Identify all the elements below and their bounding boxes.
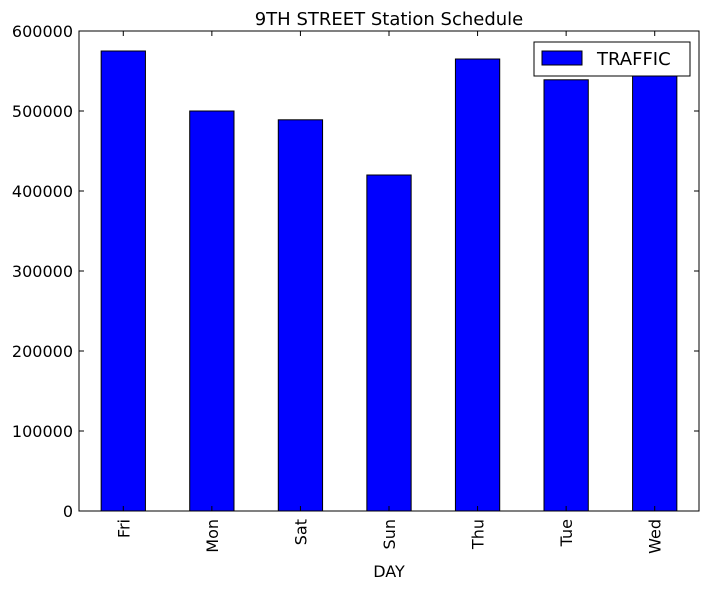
bar-wed: [632, 74, 678, 512]
legend-label: TRAFFIC: [596, 49, 671, 70]
y-tick-label: 500000: [12, 102, 73, 121]
bar-thu: [454, 58, 501, 512]
chart-title: 9TH STREET Station Schedule: [255, 9, 524, 30]
y-tick-label: 400000: [12, 182, 73, 201]
bar-sat: [277, 119, 324, 512]
legend: TRAFFIC: [533, 41, 691, 77]
x-tick-label: Thu: [469, 519, 488, 550]
legend-swatch: [541, 50, 583, 66]
plot-frame: [78, 30, 700, 512]
y-tick-label: 0: [63, 502, 73, 521]
bars-group: [100, 50, 678, 512]
y-tick-label: 300000: [12, 262, 73, 281]
x-tick-label: Mon: [203, 519, 222, 553]
bar-fri: [100, 50, 146, 512]
y-tick-label: 200000: [12, 342, 73, 361]
x-tick-label: Fri: [114, 519, 133, 538]
x-axis-ticks: Fri Mon Sat Sun Thu Tue Wed: [114, 31, 665, 554]
x-tick-label: Sun: [380, 519, 399, 549]
x-tick-label: Wed: [646, 519, 665, 554]
y-tick-label: 600000: [12, 22, 73, 41]
y-axis-ticks: 0 100000 200000 300000 400000 500000 600000: [12, 22, 699, 521]
bar-tue: [543, 79, 589, 512]
bar-sun: [366, 174, 412, 512]
x-tick-label: Tue: [557, 519, 576, 547]
bar-mon: [189, 110, 235, 512]
y-tick-label: 100000: [12, 422, 73, 441]
x-axis-label: DAY: [373, 562, 405, 581]
x-tick-label: Sat: [291, 519, 310, 545]
